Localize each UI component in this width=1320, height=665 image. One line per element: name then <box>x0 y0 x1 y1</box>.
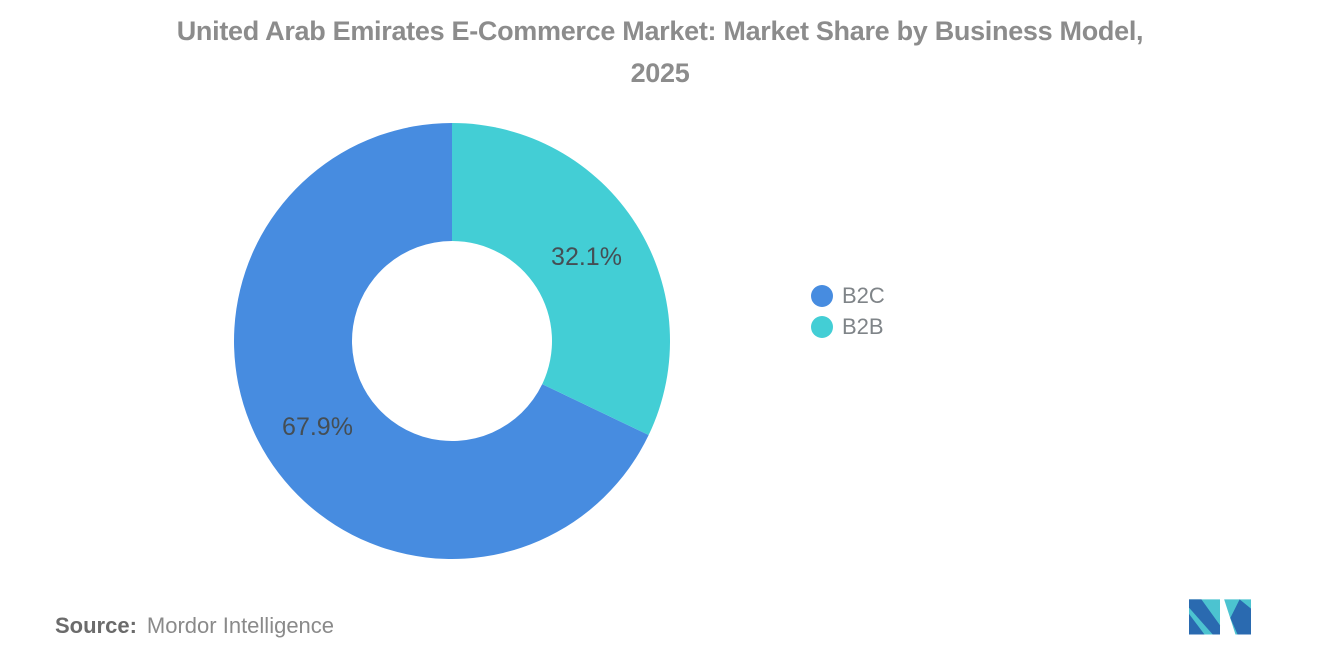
legend-item-b2c[interactable]: B2C <box>811 285 885 307</box>
slice-label-b2c: 67.9% <box>282 413 353 441</box>
legend-item-b2b[interactable]: B2B <box>811 316 885 338</box>
chart-title-line2: 2025 <box>630 58 690 88</box>
legend-marker-b2b <box>811 316 833 338</box>
donut-slice-b2c[interactable] <box>234 123 649 559</box>
source-line: Source: Mordor Intelligence <box>55 613 334 639</box>
logo-right-blue-diagonal <box>1230 599 1251 635</box>
legend: B2C B2B <box>811 285 885 338</box>
logo-left-blue-diagonal <box>1189 599 1220 635</box>
chart-title: United Arab Emirates E-Commerce Market: … <box>60 10 1260 94</box>
chart-title-line1: United Arab Emirates E-Commerce Market: … <box>176 16 1144 46</box>
legend-label-b2c: B2C <box>842 283 885 308</box>
logo-left-blue-triangle <box>1189 613 1205 635</box>
donut-chart-svg: 67.9% 32.1% <box>234 123 671 559</box>
source-text: Mordor Intelligence <box>146 613 335 638</box>
legend-marker-b2c <box>811 285 833 307</box>
slice-label-b2b: 32.1% <box>551 243 622 271</box>
legend-label-b2b: B2B <box>842 314 884 339</box>
mordor-intelligence-logo <box>1189 599 1251 635</box>
donut-slice-b2b[interactable] <box>452 123 671 436</box>
donut-chart: 67.9% 32.1% <box>222 111 682 571</box>
source-label: Source: <box>55 613 137 638</box>
